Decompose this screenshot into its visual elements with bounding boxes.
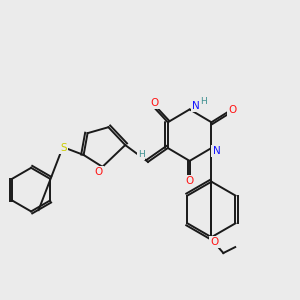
Text: N: N: [212, 146, 220, 156]
Text: O: O: [185, 176, 194, 186]
Text: H: H: [200, 97, 207, 106]
Text: O: O: [228, 105, 236, 116]
Text: O: O: [94, 167, 103, 177]
Text: O: O: [151, 98, 159, 108]
Text: S: S: [61, 143, 67, 153]
Text: O: O: [210, 237, 218, 247]
Text: H: H: [138, 151, 145, 160]
Text: N: N: [192, 101, 200, 111]
